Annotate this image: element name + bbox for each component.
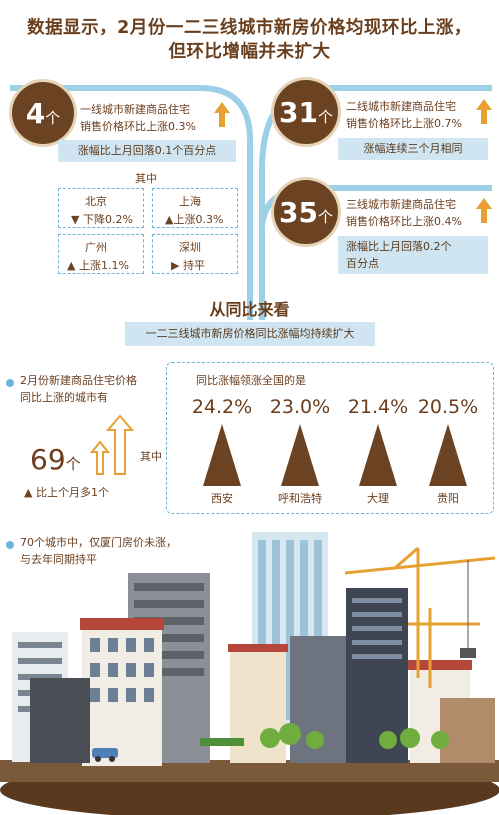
city-status: 上涨1.1% <box>78 259 129 272</box>
tier3-note-line2: 百分点 <box>346 257 379 270</box>
down-triangle-icon: ▼ <box>71 213 80 226</box>
up-triangle-icon: ▲ <box>67 259 76 272</box>
city-skyline-illustration <box>0 532 499 815</box>
leader-xian: 24.2% 西安 <box>190 396 254 506</box>
tier1-count: 4 <box>25 96 46 130</box>
city-name: 广州 <box>85 241 107 254</box>
tier1-among-label: 其中 <box>135 172 157 185</box>
yoy-heading: 从同比来看 <box>209 300 290 319</box>
up-triangle-icon: ▲ <box>165 213 174 226</box>
yoy-left-line1: 2月份新建商品住宅价格 <box>20 374 137 387</box>
yoy-double-arrow-icon <box>90 414 134 475</box>
leader-city: 呼和浩特 <box>278 492 322 505</box>
bullet-dot-icon <box>6 379 14 387</box>
tier3-count-badge: 35 个 <box>274 180 338 244</box>
tier1-city-guangzhou: 广州 ▲ 上涨1.1% <box>58 234 144 274</box>
tier1-note: 涨幅比上月回落0.1个百分点 <box>58 140 236 162</box>
tier2-desc-line2: 销售价格环比上涨0.7% <box>346 117 462 130</box>
city-name: 北京 <box>85 195 107 208</box>
leader-triangle <box>429 424 467 486</box>
leader-triangle <box>203 424 241 486</box>
tier3-note: 涨幅比上月回落0.2个 百分点 <box>338 236 488 274</box>
tier1-up-arrow-icon <box>214 102 230 127</box>
tier2-unit: 个 <box>317 107 333 126</box>
leader-pct: 23.0% <box>269 396 331 418</box>
yoy-compare-text: 比上个月多1个 <box>35 486 109 499</box>
yoy-count-block: 69个 <box>30 443 81 476</box>
right-triangle-icon: ▶ <box>171 259 180 272</box>
tier2-count: 31 <box>279 95 318 129</box>
leader-pct: 20.5% <box>417 396 479 418</box>
leader-guiyang: 20.5% 贵阳 <box>416 396 480 506</box>
leader-city: 大理 <box>367 492 389 505</box>
tier2-up-arrow-icon <box>476 99 492 124</box>
leader-triangle <box>281 424 319 486</box>
tier3-note-line1: 涨幅比上月回落0.2个 <box>346 240 452 253</box>
tier1-city-shenzhen: 深圳 ▶ 持平 <box>152 234 238 274</box>
yoy-compare: ▲ 比上个月多1个 <box>24 484 109 501</box>
leader-city: 西安 <box>211 492 233 505</box>
city-status: 持平 <box>182 259 205 272</box>
yoy-subheading: 一二三线城市新房价格同比涨幅均持续扩大 <box>125 322 375 346</box>
tier3-up-arrow-icon <box>476 198 492 223</box>
leader-pct: 24.2% <box>191 396 253 418</box>
city-name: 深圳 <box>179 241 201 254</box>
tier1-city-shanghai: 上海 ▲上涨0.3% <box>152 188 238 228</box>
title-line2: 但环比增幅并未扩大 <box>168 42 331 62</box>
up-triangle-icon: ▲ <box>24 486 33 499</box>
title-line1: 数据显示，2月份一二三线城市新房价格均现环比上涨， <box>27 18 472 38</box>
tier3-desc-line1: 三线城市新建商品住宅 <box>346 198 456 211</box>
tier1-desc-line2: 销售价格环比上涨0.3% <box>80 120 196 133</box>
leader-city: 贵阳 <box>437 492 459 505</box>
city-status: 上涨0.3% <box>173 213 224 226</box>
bottom-line1: 70个城市中，仅厦门房价未涨， <box>20 536 177 549</box>
leader-pct: 21.4% <box>347 396 409 418</box>
city-name: 上海 <box>179 195 201 208</box>
tier2-desc-line1: 二线城市新建商品住宅 <box>346 100 456 113</box>
leader-huhehaote: 23.0% 呼和浩特 <box>262 396 338 506</box>
tier2-count-badge: 31 个 <box>274 80 338 144</box>
city-status: 下降0.2% <box>82 213 133 226</box>
tier1-unit: 个 <box>45 108 61 127</box>
bullet-dot-icon <box>6 541 14 549</box>
bottom-line2: 与去年同期持平 <box>20 553 97 566</box>
yoy-among-label: 其中 <box>140 450 162 463</box>
leader-triangle <box>359 424 397 486</box>
tier3-unit: 个 <box>317 207 333 226</box>
yoy-count: 69 <box>30 443 66 476</box>
tier2-note: 涨幅连续三个月相同 <box>338 138 488 160</box>
tier1-city-beijing: 北京 ▼ 下降0.2% <box>58 188 144 228</box>
yoy-left-line2: 同比上涨的城市有 <box>20 391 108 404</box>
leader-dali: 21.4% 大理 <box>346 396 410 506</box>
yoy-lead-title: 同比涨幅领涨全国的是 <box>196 374 306 387</box>
tier3-desc-line2: 销售价格环比上涨0.4% <box>346 215 462 228</box>
yoy-unit: 个 <box>65 455 81 473</box>
tier3-count: 35 <box>279 195 318 229</box>
tier1-desc-line1: 一线城市新建商品住宅 <box>80 103 190 116</box>
